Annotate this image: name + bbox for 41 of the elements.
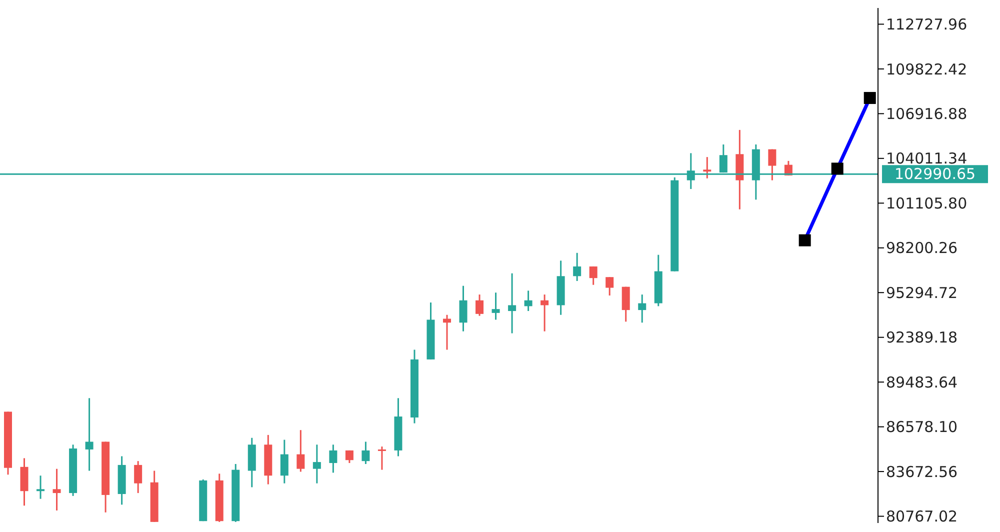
candlestick (378, 446, 386, 471)
candlestick (524, 290, 532, 312)
y-tick-label: 104011.34 (886, 150, 968, 168)
y-tick-label: 101105.80 (886, 194, 968, 212)
candlestick (36, 474, 45, 500)
y-tick-label: 106916.88 (886, 104, 968, 123)
candlestick (85, 397, 94, 472)
candlestick (606, 276, 614, 296)
candlestick (508, 272, 516, 334)
point (798, 234, 811, 246)
y-tick-label: 95294.72 (886, 284, 958, 302)
candlestick (622, 286, 630, 322)
y-tick-label: 112727.96 (886, 16, 968, 34)
candlestick (312, 444, 321, 484)
point (864, 92, 876, 104)
ref-line-label: 102990.65 (894, 165, 976, 184)
candlestick (345, 450, 354, 464)
y-tick-label: 109822.42 (886, 60, 968, 78)
candlestick (492, 292, 500, 320)
y-tick-label: 80767.02 (886, 508, 958, 526)
y-tick-label: 83672.56 (886, 462, 958, 481)
candlestick (589, 266, 598, 286)
point (831, 162, 844, 175)
candlestick (280, 439, 288, 484)
y-tick-label: 89483.64 (886, 373, 958, 392)
candlestick (52, 468, 61, 512)
y-tick-label: 92389.18 (886, 328, 958, 347)
y-tick-label: 98200.26 (886, 239, 958, 258)
candlestick (703, 156, 712, 180)
candlestick (540, 294, 549, 332)
candlestick (573, 252, 582, 282)
candlestick (476, 294, 484, 317)
candlestick (329, 444, 338, 474)
candlestick (638, 294, 646, 324)
candlestick (134, 460, 142, 494)
candlestick (768, 148, 776, 182)
candlestick (296, 429, 305, 472)
candlestick (443, 314, 451, 350)
candlestick (459, 285, 468, 332)
y-tick-label: 86578.10 (886, 418, 958, 436)
candlestick (362, 440, 370, 465)
